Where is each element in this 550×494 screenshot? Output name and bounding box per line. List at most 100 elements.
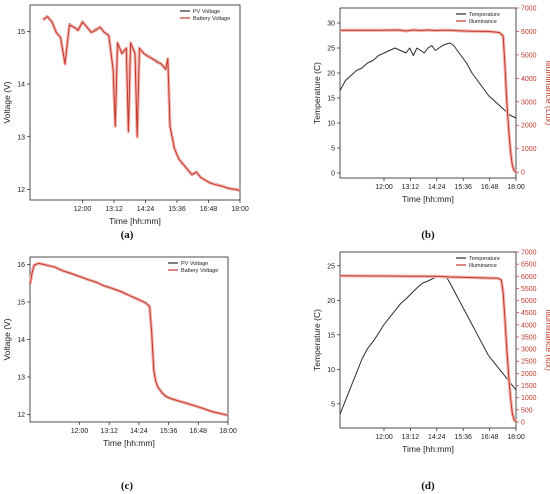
panel-b-y-tick-label: 30	[327, 21, 335, 28]
panel-d-y2-tick-label: 2000	[521, 371, 537, 378]
panel-a-battery-voltage-halo	[42, 15, 241, 193]
panel-c-y-tick-label: 14	[17, 337, 25, 344]
panel-d-y2-tick-label: 3500	[521, 334, 537, 341]
panel-c-y-tick-label: 15	[17, 300, 25, 307]
panel-d-legend-entry: Illuminance	[469, 263, 497, 269]
panel-b-y2-axis-label: Illuminance (Lux)	[544, 61, 550, 126]
panel-c-battery-voltage-halo	[28, 261, 229, 417]
panel-c-y-tick-label: 12	[17, 412, 25, 419]
panel-c: 12:00 13:12 14:24 15:36 16:48 18:00 12 13 14 15 16…	[2, 256, 237, 448]
panel-b-y-tick-label: 15	[327, 96, 335, 103]
panel-d-y-axis-label: Temperature (C)	[312, 309, 322, 371]
panel-d-y-tick-label: 10	[327, 367, 335, 374]
panel-d-y2-tick-label: 3000	[521, 347, 537, 354]
panel-d-y-tick-label: 20	[327, 298, 335, 305]
panel-d-temperature-line	[339, 275, 517, 415]
panel-b-y2-tick-label: 0	[521, 170, 525, 177]
panel-d-y2-tick-label: 2500	[521, 359, 537, 366]
panel-a-y-tick-label: 14	[17, 82, 25, 89]
panel-d-illuminance-line	[339, 275, 517, 422]
panel-c-legend-entry: Battery Voltage	[181, 268, 218, 274]
panel-c-y-axis-label: Voltage (V)	[2, 318, 12, 360]
panel-a-y-tick-label: 13	[17, 134, 25, 141]
panel-a-x-tick-label: 15:36	[168, 206, 186, 213]
panel-d-x-axis-label: Time [hh:mm]	[402, 444, 454, 454]
panel-a-legend-entry: Battery Voltage	[193, 16, 230, 22]
panel-c-x-tick-label: 15:36	[160, 428, 178, 435]
panel-a-x-tick-label: 18:00	[231, 206, 249, 213]
panel-b-x-tick-label: 16:48	[481, 184, 499, 191]
panel-b-y-tick-label: 5	[331, 146, 335, 153]
panel-c-x-tick-label: 18:00	[219, 428, 237, 435]
panel-b-x-axis-label: Time [hh:mm]	[402, 194, 454, 204]
panel-b-illuminance-halo	[340, 28, 517, 174]
panel-b-illuminance-line	[340, 29, 517, 173]
panel-d-x-tick-label: 13:12	[402, 434, 420, 441]
panel-d-y-tick-label: 5	[331, 401, 335, 408]
panel-c-x-tick-label: 13:12	[100, 428, 118, 435]
panel-a-x-tick-label: 16:48	[200, 206, 218, 213]
panel-a-x-tick-label: 14:24	[137, 206, 155, 213]
panel-b-legend-entry: Temperature	[469, 12, 500, 18]
panel-c-y-tick-label: 13	[17, 375, 25, 382]
panel-b-y2-tick-label: 7000	[521, 6, 537, 13]
panel-b-plot-frame	[339, 7, 517, 179]
panel-b-y-tick-label: 20	[327, 71, 335, 78]
panel-d-y-tick-label: 25	[327, 263, 335, 270]
panel-a: 12:00 13:12 14:24 15:36 16:48 18:00 12 13 14 15 Ti…	[2, 4, 249, 226]
panel-a-x-axis-label: Time [hh:mm]	[109, 216, 161, 226]
panel-d-y2-tick-label: 7000	[521, 250, 537, 257]
panel-a-pv-voltage-line	[42, 15, 241, 190]
panel-b-y2-tick-label: 2000	[521, 123, 537, 130]
panel-b-x-tick-label: 13:12	[402, 184, 420, 191]
panel-c-x-tick-label: 14:24	[130, 428, 148, 435]
panel-b-y2-tick-label: 6000	[521, 29, 537, 36]
panel-d-y2-tick-label: 5500	[521, 286, 537, 293]
panel-b-legend-entry: Illuminance	[469, 19, 497, 25]
panel-label-d: (d)	[421, 480, 435, 492]
panel-a-battery-voltage-line	[42, 16, 241, 191]
panel-d-legend-entry: Temperature	[469, 256, 500, 262]
panel-b-x-tick-label: 18:00	[507, 184, 525, 191]
panel-label-b: (b)	[421, 229, 435, 241]
panel-d-x-tick-label: 14:24	[428, 434, 446, 441]
panel-b-y-tick-label: 0	[331, 171, 335, 178]
panel-b-y-axis-label: Temperature (C)	[312, 62, 322, 124]
panel-b-y2-tick-label: 5000	[521, 52, 537, 59]
panel-d-y2-tick-label: 6000	[521, 274, 537, 281]
panel-d-plot-frame	[339, 251, 517, 429]
panel-b-x-tick-label: 14:24	[428, 184, 446, 191]
panel-d-illuminance-halo	[339, 274, 517, 423]
panel-d-x-tick-label: 12:00	[375, 434, 393, 441]
panel-d-y2-tick-label: 1500	[521, 383, 537, 390]
panel-d-y2-tick-label: 1000	[521, 395, 537, 402]
panel-c-x-tick-label: 16:48	[190, 428, 208, 435]
panel-b: 12:00 13:12 14:24 15:36 16:48 18:00 0 5 10 15 20 25…	[312, 6, 550, 205]
panel-b-x-tick-label: 15:36	[454, 184, 472, 191]
panel-d-y-tick-label: 15	[327, 332, 335, 339]
panel-b-y2-tick-label: 4000	[521, 76, 537, 83]
panel-d: 12:00 13:12 14:24 15:36 16:48 18:005101520250…	[312, 250, 550, 455]
panel-d-y2-tick-label: 6500	[521, 262, 537, 269]
panel-c-y-tick-label: 16	[17, 262, 25, 269]
panel-c-x-axis-label: Time [hh:mm]	[103, 438, 155, 448]
panel-d-y2-tick-label: 500	[521, 407, 533, 414]
panel-label-c: (c)	[121, 480, 134, 492]
panel-a-y-tick-label: 15	[17, 29, 25, 36]
panel-a-x-tick-label: 12:00	[74, 206, 92, 213]
panel-b-x-tick-label: 12:00	[375, 184, 393, 191]
panel-a-legend-entry: PV Voltage	[193, 9, 220, 15]
panel-a-plot-frame	[29, 4, 241, 201]
panel-d-x-tick-label: 18:00	[507, 434, 525, 441]
panel-b-temperature-line	[339, 42, 517, 119]
panel-a-x-tick-label: 13:12	[105, 206, 123, 213]
panel-c-plot-frame	[29, 256, 229, 423]
panel-c-battery-voltage-line	[29, 262, 229, 416]
panel-b-y2-tick-label: 1000	[521, 146, 537, 153]
panel-c-legend-entry: PV Voltage	[181, 261, 208, 267]
panel-d-y2-tick-label: 4000	[521, 322, 537, 329]
panel-d-x-tick-label: 16:48	[481, 434, 499, 441]
panel-d-y2-axis-label: Illuminance (lux)	[544, 309, 550, 371]
panel-c-x-tick-label: 12:00	[71, 428, 89, 435]
